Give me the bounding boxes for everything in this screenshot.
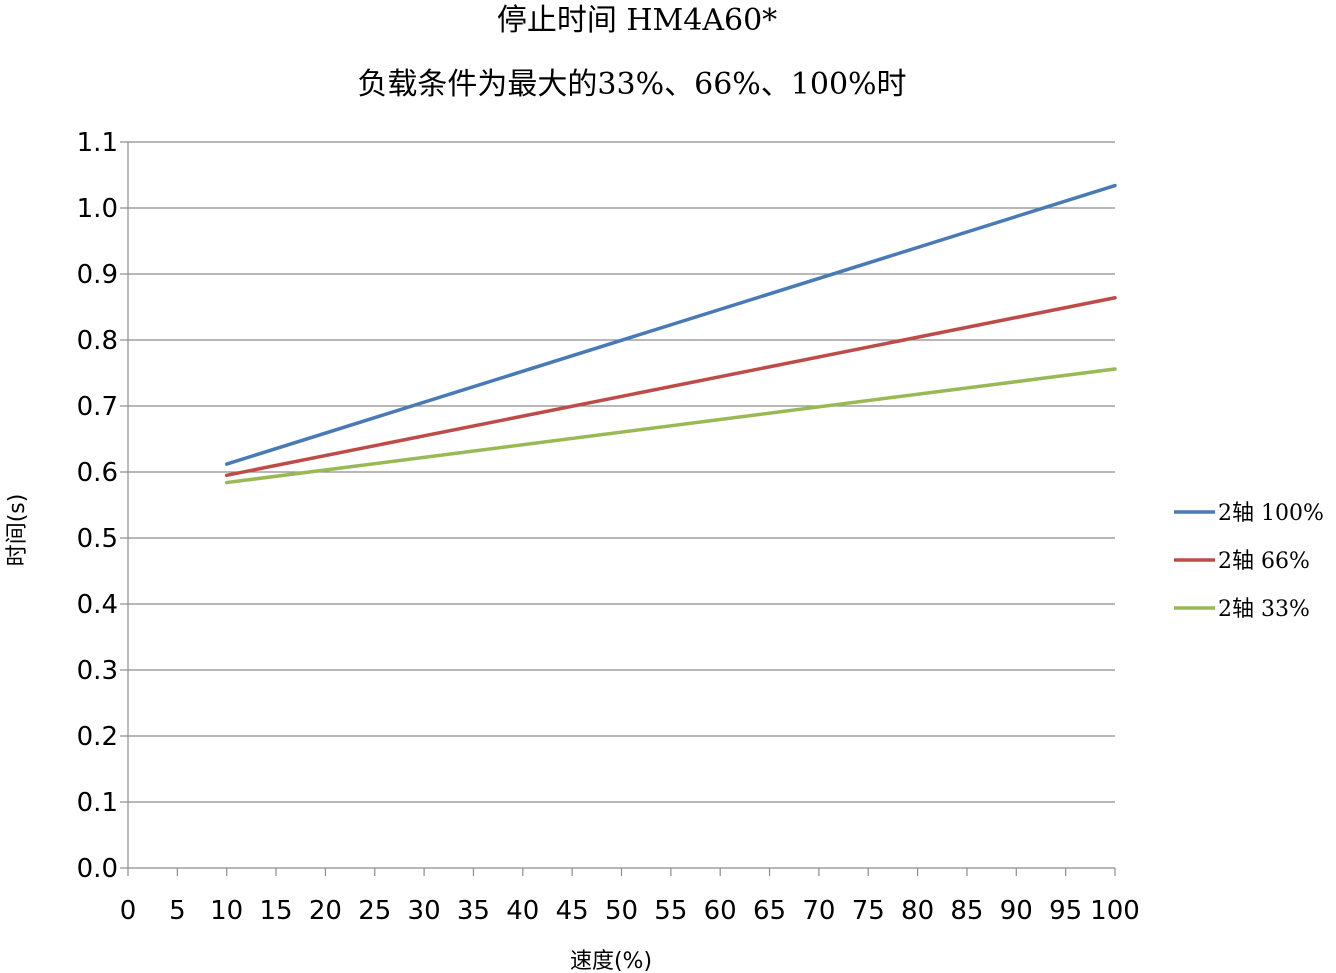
series-line bbox=[224, 367, 1117, 485]
x-tick-label: 20 bbox=[309, 896, 342, 926]
x-tick-label: 95 bbox=[1049, 896, 1082, 926]
y-tick-label: 0.4 bbox=[77, 590, 118, 620]
x-tick-label: 5 bbox=[169, 896, 186, 926]
axes bbox=[120, 141, 1116, 876]
x-tick-label: 35 bbox=[457, 896, 490, 926]
legend: 2轴 100% 2轴 66% 2轴 33% bbox=[1174, 501, 1324, 622]
y-tick-label: 0.7 bbox=[77, 392, 118, 422]
x-tick-label: 25 bbox=[358, 896, 391, 926]
y-tick-label: 0.2 bbox=[77, 722, 118, 752]
x-tick-label: 50 bbox=[605, 896, 638, 926]
series-line bbox=[224, 183, 1117, 466]
x-tick-label: 45 bbox=[556, 896, 589, 926]
legend-label: 2轴 33% bbox=[1218, 597, 1310, 622]
x-tick-labels: 0 5 10 15 20 25 30 35 40 45 50 55 60 65 70 75 80 85 90 95 10… bbox=[120, 896, 1140, 926]
y-tick-label: 1.1 bbox=[77, 128, 118, 158]
x-tick-label: 80 bbox=[901, 896, 934, 926]
y-tick-label: 0.3 bbox=[77, 656, 118, 686]
x-tick-label: 60 bbox=[704, 896, 737, 926]
x-tick-label: 55 bbox=[654, 896, 687, 926]
x-tick-label: 90 bbox=[1000, 896, 1033, 926]
x-tick-label: 30 bbox=[408, 896, 441, 926]
chart-subtitle: 负载条件为最大的33%、66%、100%时 bbox=[357, 67, 906, 102]
x-tick-label: 15 bbox=[260, 896, 293, 926]
x-tick-label: 100 bbox=[1090, 896, 1140, 926]
x-axis-label: 速度(%) bbox=[570, 949, 652, 973]
y-tick-label: 0.8 bbox=[77, 326, 118, 356]
y-tick-label: 0.6 bbox=[77, 458, 118, 488]
x-tick-label: 10 bbox=[210, 896, 243, 926]
chart-title: 停止时间 HM4A60* bbox=[497, 3, 777, 38]
x-tick-label: 85 bbox=[950, 896, 983, 926]
legend-label: 2轴 100% bbox=[1218, 501, 1324, 526]
y-tick-label: 0.0 bbox=[77, 854, 118, 884]
y-tick-label: 0.1 bbox=[77, 788, 118, 818]
y-tick-label: 0.9 bbox=[77, 260, 118, 290]
gridlines bbox=[128, 141, 1115, 803]
series-lines bbox=[224, 183, 1117, 485]
x-tick-label: 65 bbox=[753, 896, 786, 926]
x-tick-label: 75 bbox=[852, 896, 885, 926]
y-tick-labels: 0.0 0.1 0.2 0.3 0.4 0.5 0.6 0.7 0.8 0.9 1.0 1.1 bbox=[77, 128, 118, 884]
x-tick-label: 40 bbox=[506, 896, 539, 926]
y-tick-label: 1.0 bbox=[77, 194, 118, 224]
x-tick-label: 70 bbox=[802, 896, 835, 926]
legend-label: 2轴 66% bbox=[1218, 549, 1310, 574]
y-axis-label: 时间(s) bbox=[5, 494, 30, 567]
y-tick-label: 0.5 bbox=[77, 524, 118, 554]
series-line bbox=[224, 296, 1117, 478]
x-tick-label: 0 bbox=[120, 896, 137, 926]
